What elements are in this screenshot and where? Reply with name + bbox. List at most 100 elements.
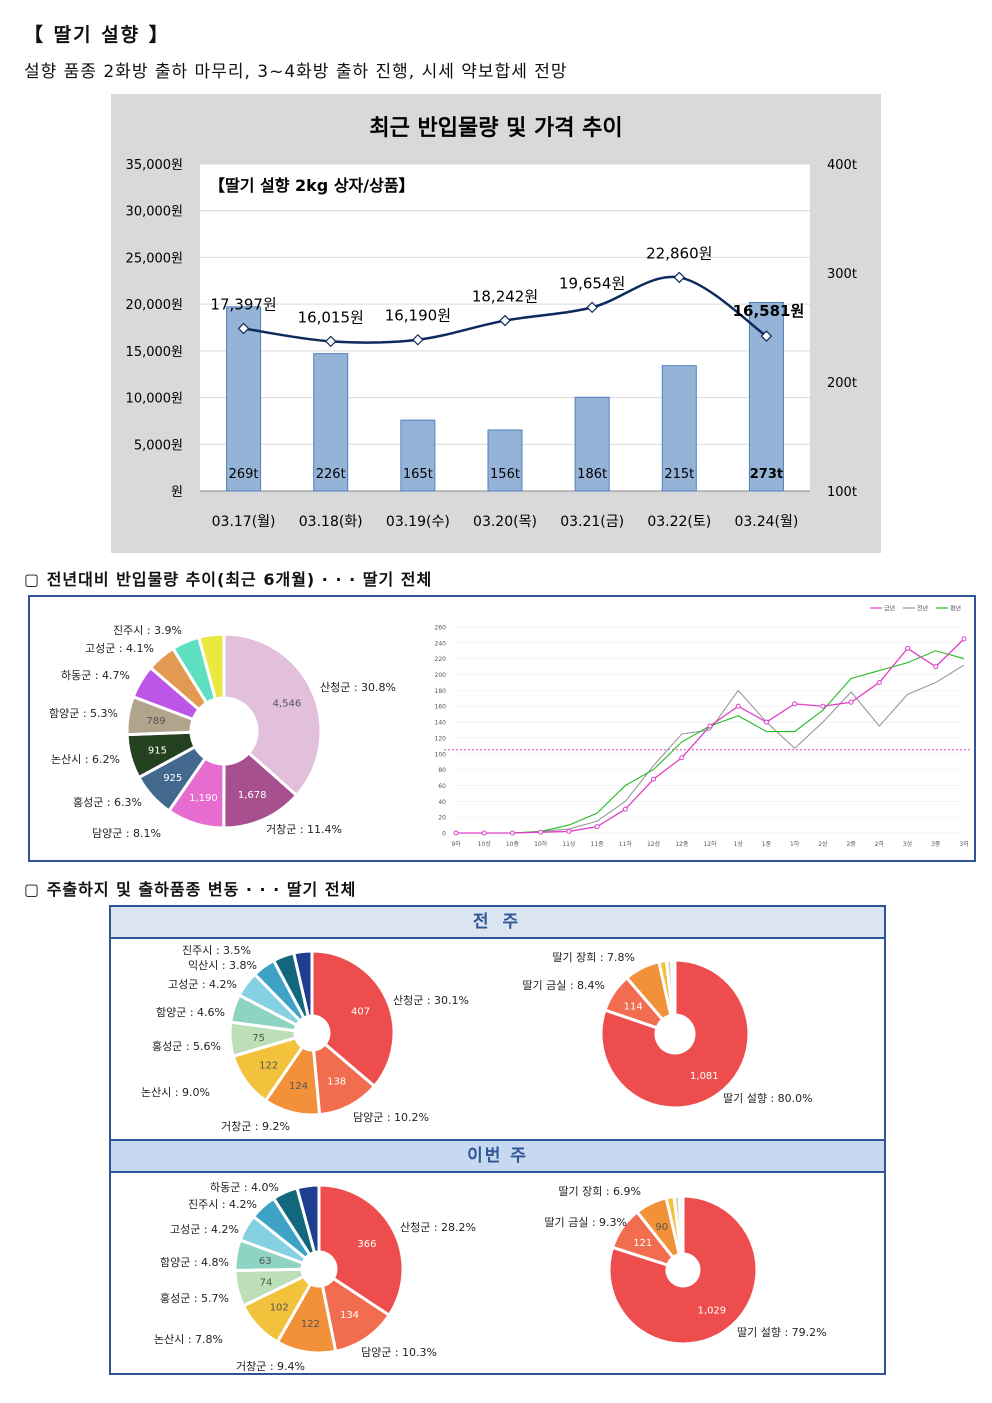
line-x-tick: 11중 [591, 841, 605, 848]
line-x-tick: 12하 [703, 840, 717, 848]
price-point [673, 271, 686, 284]
combo-inner-label: 【딸기 설향 2kg 상자/상품】 [209, 176, 415, 195]
last-week-variety-pie: 1,081 딸기 설향 : 80.0% 114 딸기 금실 : 8.4% 딸기 장희 :… [522, 951, 813, 1110]
pie-category-label: 홍성군 : 5.7% [160, 1291, 229, 1305]
pie-slice [222, 632, 323, 798]
price-point [324, 335, 337, 348]
line-x-tick: 10상 [478, 840, 492, 848]
line-y-tick: 240 [435, 640, 447, 647]
line-y-tick: 40 [438, 799, 446, 806]
pie-slice [599, 958, 751, 1110]
pie-category-label: 진주시 : 4.2% [188, 1198, 257, 1211]
line-y-tick: 160 [435, 704, 447, 711]
pie-category-label: 논산시 : 9.0% [141, 1086, 210, 1099]
pie-category-label: 고성군 : 4.2% [170, 1223, 239, 1236]
pie-value-label: 114 [624, 1002, 643, 1013]
line-x-tick: 11상 [562, 840, 576, 848]
pie-value-label: 1,190 [189, 793, 218, 804]
line-point [651, 776, 657, 782]
line-x-tick: 10중 [506, 841, 520, 848]
line-x-tick: 11하 [619, 840, 633, 848]
pie-category-label: 담양군 : 8.1% [92, 827, 161, 840]
volume-data-label: 269t [229, 467, 259, 482]
pie-slice [310, 949, 396, 1089]
line-y-tick: 200 [435, 672, 447, 679]
line-point [566, 828, 572, 834]
line-y-tick: 220 [435, 656, 447, 663]
pie-category-label: 딸기 설향 : 80.0% [723, 1092, 813, 1105]
pie-slice [222, 750, 299, 830]
line-point [481, 830, 487, 836]
pie-category-label: 담양군 : 10.2% [353, 1111, 429, 1124]
category-tick-label: 03.19(수) [386, 514, 450, 530]
volume-data-label: 165t [403, 467, 433, 482]
line-x-tick: 3하 [959, 840, 969, 848]
volume-trend-panel: 4,546 산청군 : 30.8% 1,678 거창군 : 11.4% 1,190 담양군… [28, 595, 976, 862]
line-x-tick: 12상 [647, 840, 661, 848]
left-axis-tick: 30,000원 [126, 205, 183, 220]
line-x-tick: 1상 [734, 840, 744, 848]
pie-category-label: 거창군 : 9.2% [221, 1120, 290, 1133]
pie-category-label: 진주시 : 3.9% [113, 624, 182, 637]
pie-category-label: 함양군 : 4.8% [160, 1256, 229, 1269]
left-axis-tick: 5,000원 [134, 438, 183, 453]
volume-bar [400, 419, 436, 492]
volume-bar [487, 429, 523, 492]
last-week-region-pie: 407 산청군 : 30.1% 138 담양군 : 10.2% 124 거창군 : 9.2… [141, 944, 469, 1133]
pie-value-label: 925 [163, 773, 182, 784]
line-y-tick: 80 [438, 767, 446, 774]
region-pie-chart: 4,546 산청군 : 30.8% 1,678 거창군 : 11.4% 1,190 담양군… [49, 624, 396, 840]
left-axis-tick: 10,000원 [126, 392, 183, 407]
line-point [961, 636, 967, 642]
pie-value-label: 122 [259, 1060, 278, 1071]
pie-value-label: 366 [357, 1239, 376, 1250]
price-data-label: 19,654원 [559, 274, 625, 292]
line-point [622, 806, 628, 812]
price-data-label: 16,190원 [385, 307, 451, 325]
pie-category-label: 논산시 : 7.8% [154, 1333, 223, 1346]
left-axis-tick: 20,000원 [126, 298, 183, 313]
combo-chart: 최근 반입물량 및 가격 추이 【딸기 설향 2kg 상자/상품】 원 5,000… [126, 116, 857, 530]
pie-slice [311, 1041, 377, 1117]
pie-category-label: 딸기 금실 : 9.3% [544, 1216, 627, 1229]
pie-value-label: 63 [259, 1256, 272, 1267]
this-week-header: 이번 주 [111, 1139, 884, 1173]
pie-value-label: 74 [260, 1278, 273, 1289]
line-point [876, 679, 882, 685]
pie-category-label: 담양군 : 10.3% [361, 1346, 437, 1359]
right-axis-tick: 400t [827, 158, 857, 173]
pie-category-label: 함양군 : 5.3% [49, 707, 118, 720]
volume-line-chart: 0 20 40 60 80 100 120 140 160 180 200 220 240 260 9하 10… [435, 605, 970, 848]
pie-value-label: 75 [252, 1033, 265, 1044]
pie-category-label: 고성군 : 4.2% [168, 978, 237, 991]
category-tick-label: 03.20(목) [473, 514, 537, 530]
pie-slice [196, 632, 226, 701]
price-point [412, 333, 424, 346]
category-tick-label: 03.17(월) [212, 514, 276, 530]
line-point [594, 824, 600, 830]
volume-bar [226, 306, 262, 492]
pie-slice [607, 1194, 759, 1346]
pie-value-label: 789 [146, 716, 165, 727]
line-point [905, 645, 911, 651]
left-axis-tick: 35,000원 [126, 158, 183, 173]
pie-slice [320, 1276, 392, 1354]
line-y-tick: 0 [442, 831, 446, 838]
price-point [760, 330, 773, 342]
line-point [679, 755, 685, 761]
pie-value-label: 138 [327, 1076, 346, 1087]
pie-value-label: 124 [289, 1081, 308, 1092]
line-x-tick: 10하 [534, 840, 548, 848]
right-axis-tick: 300t [827, 267, 857, 282]
pie-slice [292, 949, 314, 1019]
line-x-tick: 3상 [903, 840, 913, 848]
pie-slice [295, 1183, 321, 1255]
line-y-tick: 120 [435, 735, 447, 742]
line-point [933, 664, 939, 670]
line-series-평년 [456, 650, 965, 834]
pie-category-label: 거창군 : 11.4% [266, 823, 342, 836]
pie-category-label: 홍성군 : 6.3% [73, 795, 142, 809]
pie-category-label: 거창군 : 9.4% [236, 1360, 305, 1371]
pie-category-label: 고성군 : 4.1% [85, 642, 154, 655]
left-axis-tick: 원 [171, 485, 183, 500]
